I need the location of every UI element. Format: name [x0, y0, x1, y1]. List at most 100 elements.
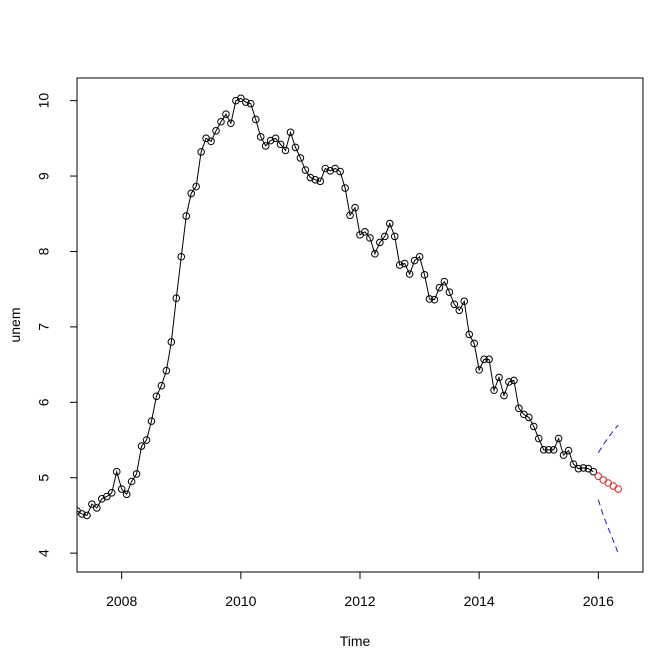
- x-axis: 2008 2010 2012 2014 2016: [106, 571, 614, 609]
- observed-point: [460, 297, 469, 306]
- observed-point: [495, 373, 503, 382]
- observed-point: [217, 117, 225, 126]
- observed-point: [366, 234, 374, 242]
- observed-point: [242, 98, 250, 106]
- x-tick-label: 2016: [583, 593, 614, 609]
- observed-point: [177, 252, 186, 261]
- forecast-point: [599, 476, 608, 484]
- observed-point: [445, 288, 454, 296]
- observed-point: [361, 228, 369, 236]
- observed-point: [490, 386, 498, 395]
- observed-point: [232, 96, 240, 105]
- observed-point: [83, 511, 91, 520]
- observed-point: [326, 166, 335, 175]
- observed-point: [351, 203, 359, 212]
- observed-point: [291, 143, 300, 152]
- observed-point: [341, 184, 349, 192]
- observed-point: [415, 252, 424, 261]
- x-tick-label: 2012: [344, 593, 375, 609]
- observed-point: [98, 495, 106, 503]
- forecast-point: [594, 472, 603, 481]
- y-tick-label: 6: [36, 398, 52, 406]
- observed-point: [266, 136, 275, 145]
- observed-point: [525, 413, 533, 422]
- observed-point: [162, 366, 171, 375]
- observed-line: [77, 97, 594, 517]
- observed-point: [385, 219, 394, 228]
- observed-point: [172, 294, 181, 303]
- observed-point: [256, 133, 265, 141]
- observed-point: [167, 338, 176, 346]
- lower-bound-line: [597, 499, 619, 554]
- plot-frame: [76, 77, 644, 573]
- observed-point: [132, 470, 141, 478]
- observed-point: [510, 376, 518, 385]
- observed-point: [197, 148, 205, 156]
- observed-point: [192, 182, 200, 191]
- observed-point: [559, 451, 568, 459]
- y-tick-label: 4: [36, 549, 52, 557]
- observed-point: [336, 167, 344, 176]
- observed-point: [78, 510, 86, 518]
- observed-point: [574, 464, 583, 473]
- observed-point: [544, 446, 553, 454]
- forecast-point: [614, 485, 622, 493]
- observed-point: [381, 232, 389, 241]
- observed-point: [440, 277, 449, 286]
- observed-point: [316, 177, 325, 186]
- forecast-point: [604, 479, 613, 487]
- observed-point: [470, 339, 478, 348]
- x-tick-label: 2008: [106, 593, 137, 609]
- observed-point: [529, 422, 538, 431]
- y-axis-title: unem: [7, 307, 23, 342]
- observed-point: [102, 492, 111, 501]
- observed-point: [152, 392, 161, 401]
- y-tick-label: 7: [36, 323, 52, 331]
- observed-point: [88, 500, 96, 508]
- observed-point: [306, 173, 315, 182]
- x-tick-label: 2014: [464, 593, 495, 609]
- observed-point: [321, 164, 330, 173]
- observed-point: [122, 490, 131, 499]
- observed-point: [569, 460, 578, 468]
- observed-point: [539, 446, 548, 454]
- observed-point: [311, 176, 320, 184]
- observed-point: [371, 249, 379, 258]
- observed-point: [390, 232, 399, 241]
- y-axis: 4 5 6 7 8 9 10: [36, 93, 78, 557]
- y-tick-label: 9: [36, 172, 52, 180]
- observed-point: [579, 464, 588, 472]
- observed-point: [261, 142, 270, 150]
- x-axis-title: Time: [340, 633, 371, 649]
- observed-point: [157, 381, 166, 390]
- observed-point: [117, 485, 126, 493]
- observed-point: [271, 134, 280, 143]
- observed-point: [212, 126, 220, 135]
- observed-point: [564, 446, 573, 455]
- observed-point: [376, 238, 384, 247]
- observed-point: [276, 140, 285, 149]
- y-tick-label: 8: [36, 247, 52, 255]
- observed-point: [465, 330, 474, 339]
- observed-point: [534, 434, 543, 443]
- observed-point: [549, 446, 558, 454]
- observed-point: [430, 295, 439, 304]
- observed-point: [515, 404, 523, 413]
- observed-point: [187, 189, 195, 198]
- observed-point: [246, 99, 255, 108]
- observed-point: [137, 442, 146, 450]
- observed-point: [93, 504, 101, 512]
- observed-point: [420, 271, 429, 279]
- observed-point: [147, 417, 156, 425]
- observed-point: [251, 115, 260, 124]
- observed-point: [281, 146, 290, 155]
- observed-point: [435, 283, 444, 292]
- forecast-point: [609, 482, 618, 490]
- observed-point: [237, 94, 245, 103]
- observed-point: [554, 434, 563, 443]
- observed-point: [207, 137, 215, 146]
- observed-point: [127, 477, 136, 486]
- y-tick-label: 10: [36, 93, 52, 109]
- observed-point: [455, 306, 464, 315]
